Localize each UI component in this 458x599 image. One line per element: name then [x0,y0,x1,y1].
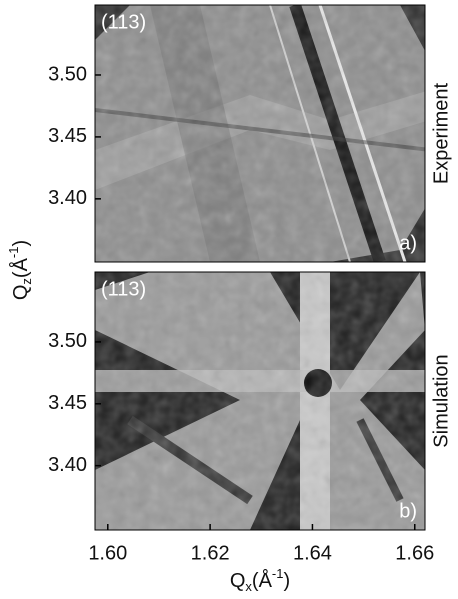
y-tick-label: 3.50 [48,330,87,352]
side-label: Simulation [430,354,452,447]
y-axis-label: Qz(Å-1) [6,240,34,300]
simulation-image [95,272,425,530]
panel-annotation: (113) [101,11,146,33]
y-tick-label: 3.45 [48,125,87,147]
x-label-symbol: Q [230,570,246,592]
y-label-unit: (Å [9,257,32,278]
x-tick-label: 1.66 [395,542,434,564]
y-label-close: ) [10,240,32,247]
panel-label: a) [399,232,417,254]
y-tick-label: 3.50 [48,63,87,85]
y-tick-label: 3.45 [48,392,87,414]
y-label-symbol: Q [10,285,32,301]
x-label-close: ) [283,570,290,592]
y-label-sup: -1 [6,247,21,259]
x-tick-label: 1.64 [293,542,332,564]
x-tick-label: 1.60 [88,542,127,564]
x-tick-label: 1.62 [191,542,230,564]
y-tick-label: 3.40 [48,187,87,209]
figure: Qz(Å-1) Qx(Å-1) 3.40 3.45 3.50 (113) a) Exper… [0,0,458,599]
side-label: Experiment [430,82,452,184]
page: {"chart_data": [ {"type": "map", "annota… [0,0,458,599]
x-label-unit: (Å [252,569,273,592]
panel-annotation: (113) [101,278,146,300]
experiment-image [95,5,430,262]
x-label-sup: -1 [272,566,284,581]
panel-label: b) [399,500,417,522]
x-axis-label: Qx(Å-1) [230,566,290,594]
y-tick-label: 3.40 [48,454,87,476]
